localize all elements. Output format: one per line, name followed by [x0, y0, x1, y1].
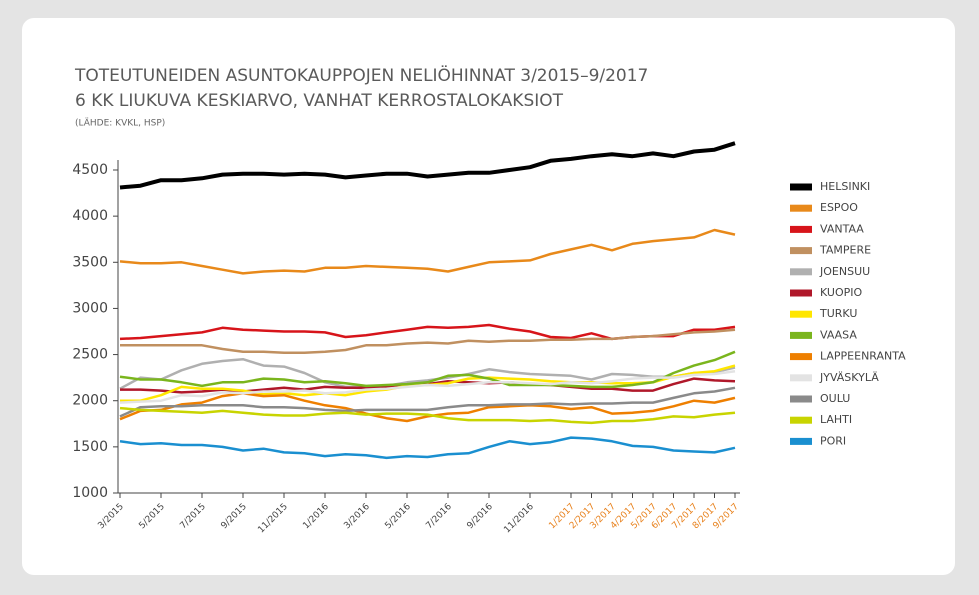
series-line	[119, 392, 736, 423]
y-tick-label: 3000	[72, 300, 108, 316]
legend-swatch	[790, 416, 812, 424]
legend-label: TURKU	[819, 307, 857, 320]
legend-label: KUOPIO	[820, 286, 863, 299]
y-tick-label: 4500	[72, 162, 108, 178]
y-tick-label: 2500	[72, 347, 108, 363]
y-tick-label: 3500	[72, 254, 108, 270]
x-tick-label: 11/2015	[256, 502, 290, 536]
series-line	[119, 436, 736, 460]
legend-swatch	[790, 353, 812, 361]
legend-swatch	[790, 225, 812, 233]
x-tick-label: 5/2016	[383, 502, 413, 532]
legend-swatch	[790, 268, 812, 276]
source: (LÄHDE: KVKL, HSP)	[75, 118, 165, 129]
series-line	[119, 406, 736, 425]
x-tick-label: 3/2015	[96, 502, 125, 531]
legend-label: VANTAA	[820, 222, 864, 235]
x-tick-label: 5/2015	[137, 502, 166, 531]
legend-swatch	[790, 331, 812, 339]
legend-label: JOENSUU	[819, 265, 870, 278]
legend-label: JYVÄSKYLÄ	[819, 371, 879, 384]
series-line	[120, 328, 736, 354]
x-tick-label: 3/2016	[342, 502, 372, 532]
legend-swatch	[790, 289, 812, 297]
legend-swatch	[790, 437, 812, 445]
legend-swatch	[790, 395, 812, 403]
legend-swatch	[790, 204, 812, 212]
series-line	[119, 357, 736, 390]
legend-label: LAPPEENRANTA	[820, 350, 906, 363]
series-line	[119, 386, 736, 418]
series-line	[119, 228, 736, 275]
legend-label: VAASA	[820, 328, 857, 341]
legend-label: LAHTI	[820, 413, 852, 426]
legend-swatch	[790, 183, 812, 191]
x-tick-label: 11/2016	[502, 502, 536, 536]
legend-swatch	[790, 310, 812, 318]
y-tick-label: 1500	[72, 439, 108, 455]
x-tick-label: 7/2016	[424, 502, 454, 532]
legend-swatch	[790, 247, 812, 255]
y-tick-label: 2000	[72, 393, 108, 409]
chart-subtitle: 6 KK LIUKUVA KESKIARVO, VANHAT KERROSTAL…	[75, 91, 564, 111]
legend-label: PORI	[820, 434, 846, 447]
legend-label: HELSINKI	[820, 180, 870, 193]
legend-swatch	[790, 374, 812, 382]
legend-label: ESPOO	[820, 201, 858, 214]
legend-label: TAMPERE	[819, 244, 871, 257]
y-tick-label: 1000	[72, 485, 108, 501]
series-line	[119, 369, 736, 404]
series-line	[119, 141, 736, 190]
x-tick-label: 9/2016	[465, 502, 495, 532]
chart-title: TOTEUTUNEIDEN ASUNTOKAUPPOJEN NELIÖHINNA…	[74, 64, 648, 86]
series-line	[119, 350, 736, 389]
x-tick-label: 9/2015	[219, 502, 248, 531]
y-tick-label: 4000	[72, 208, 108, 224]
x-tick-label: 1/2016	[301, 502, 331, 532]
legend-label: OULU	[820, 392, 850, 405]
x-tick-label: 7/2015	[178, 502, 207, 531]
